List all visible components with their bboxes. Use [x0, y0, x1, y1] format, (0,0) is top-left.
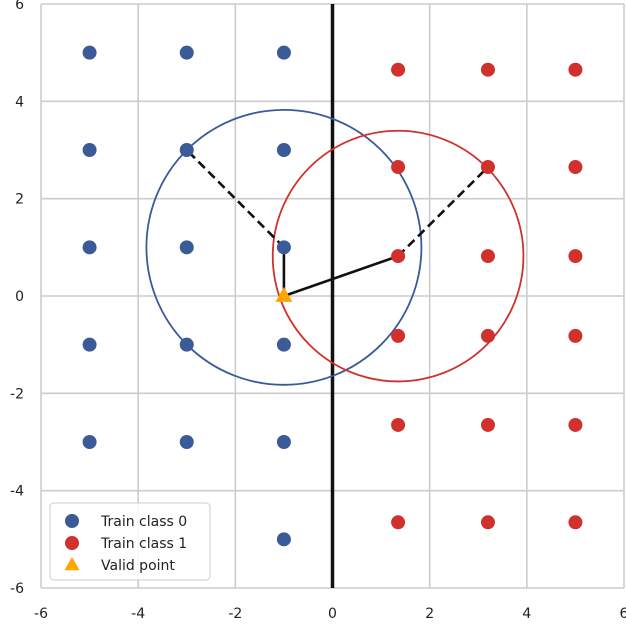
- legend-circle-marker: [65, 536, 79, 550]
- legend-label: Train class 0: [100, 514, 187, 530]
- legend: Train class 0 Train class 1 Valid point: [49, 502, 211, 581]
- train-class-1-point: [568, 328, 583, 343]
- y-tick-label: 2: [15, 192, 24, 208]
- distance-segments: [185, 149, 489, 298]
- neighbor-radius-circle: [271, 129, 525, 383]
- valid-point-marker: [275, 287, 293, 302]
- y-tick-label: -2: [10, 386, 24, 402]
- train-class-0-point: [82, 435, 97, 449]
- neighbor-radius-circle: [145, 108, 423, 386]
- y-tick-label: 0: [15, 289, 24, 305]
- train-class-1-point: [391, 515, 406, 530]
- dashed-distance-segment: [397, 166, 489, 258]
- train-class-1-point: [391, 328, 406, 343]
- train-class-1-point: [480, 417, 495, 432]
- train-class-0-point: [179, 45, 194, 60]
- train-class-1-point: [391, 160, 406, 175]
- train-class-0-point: [82, 143, 97, 157]
- train-class-1-point: [568, 417, 583, 432]
- train-class-0-point: [82, 240, 97, 255]
- train-class-0-point: [276, 337, 291, 352]
- tick-labels: -6 -4 -2 0 2 4 6 -6 -4 -2 0 2 4 6: [10, 0, 626, 622]
- x-tick-label: 6: [620, 606, 626, 622]
- legend-box: [49, 502, 211, 581]
- x-tick-label: -6: [34, 606, 48, 622]
- legend-circle-marker: [65, 514, 79, 528]
- train-class-0-point: [82, 45, 97, 60]
- train-class-1-point: [568, 160, 583, 175]
- x-tick-label: 2: [425, 606, 434, 622]
- train-class-0-point: [276, 435, 291, 449]
- dashed-distance-segment: [185, 149, 285, 249]
- neighbor-circles: [145, 108, 525, 386]
- train-class-1-point: [480, 160, 495, 175]
- train-class-0-point: [276, 240, 291, 255]
- y-tick-label: -6: [10, 581, 24, 597]
- train-class-1-point: [391, 417, 406, 432]
- train-class-1-point: [391, 62, 406, 77]
- train-class-1-point: [568, 515, 583, 530]
- y-tick-label: 6: [15, 0, 24, 13]
- legend-label: Valid point: [101, 558, 175, 574]
- train-class-0-point: [276, 532, 291, 547]
- train-class-0-point: [179, 143, 194, 157]
- data-points: [82, 45, 583, 547]
- train-class-1-point: [568, 249, 583, 264]
- solid-distance-segment: [283, 254, 399, 298]
- train-class-0-point: [276, 143, 291, 157]
- x-tick-label: -2: [228, 606, 242, 622]
- train-class-1-point: [480, 515, 495, 530]
- train-class-0-point: [179, 337, 194, 352]
- train-class-0-point: [179, 435, 194, 449]
- legend-label: Train class 1: [100, 536, 187, 552]
- train-class-1-point: [568, 62, 583, 77]
- train-class-1-point: [391, 249, 406, 264]
- train-class-0-point: [179, 240, 194, 255]
- train-class-1-point: [480, 249, 495, 264]
- train-class-0-point: [82, 337, 97, 352]
- x-tick-label: 0: [328, 606, 337, 622]
- train-class-1-point: [480, 328, 495, 343]
- train-class-0-point: [276, 45, 291, 60]
- y-tick-label: -4: [10, 484, 24, 500]
- y-tick-label: 4: [15, 94, 24, 110]
- train-class-1-point: [480, 62, 495, 77]
- x-tick-label: -4: [131, 606, 145, 622]
- legend-triangle-marker: [64, 557, 80, 571]
- x-tick-label: 4: [522, 606, 531, 622]
